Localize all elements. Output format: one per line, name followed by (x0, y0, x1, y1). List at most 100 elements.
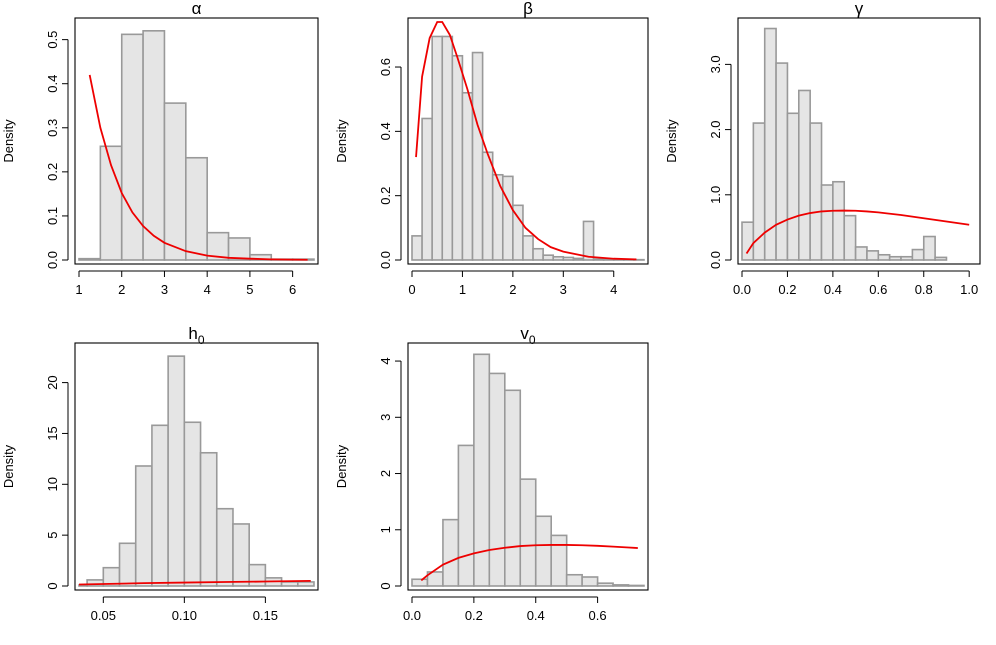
histogram-bar (185, 156, 208, 261)
histogram-bar (488, 372, 506, 587)
histogram-bar (922, 235, 936, 261)
histogram-bar (522, 235, 534, 261)
histogram-bar (280, 581, 299, 587)
panel-title-symbol: v (520, 324, 529, 343)
density-curve (420, 544, 638, 582)
panel-title-symbol: β (523, 0, 533, 18)
histogram-bar (572, 257, 585, 261)
histogram-bar (888, 255, 902, 261)
x-tick-label: 6 (289, 282, 296, 297)
density-curve (88, 74, 308, 261)
histogram-bar (809, 122, 823, 261)
y-axis-label: Density (1, 444, 16, 488)
panel-title: v0 (520, 324, 536, 347)
x-tick-label: 0.0 (733, 282, 751, 297)
panel-title: β (523, 0, 533, 18)
histogram-bar (142, 30, 166, 261)
y-tick-label: 0.3 (45, 119, 60, 137)
plot-frame (407, 342, 649, 591)
histogram-bar (431, 35, 444, 261)
x-tick-label: 0 (408, 282, 415, 297)
histogram-bar (592, 258, 605, 261)
histogram-bar (481, 151, 494, 261)
histogram-bar (78, 257, 102, 261)
histogram-bar (877, 253, 891, 261)
histogram-bar (134, 465, 153, 587)
panel-title-symbol: α (192, 0, 202, 18)
y-axis-label: Density (1, 119, 16, 163)
histogram-bar (248, 563, 267, 587)
histogram-bar (797, 89, 811, 261)
x-tick-label: 4 (610, 282, 617, 297)
histogram-bar (775, 62, 789, 261)
y-tick-label: 0.6 (378, 58, 393, 76)
y-axis-label: Density (334, 444, 349, 488)
x-tick-label: 5 (246, 282, 253, 297)
x-tick-label: 1.0 (960, 282, 978, 297)
histogram-bar (900, 255, 914, 261)
x-tick-label: 0.15 (253, 608, 278, 623)
histogram-bar (421, 117, 433, 261)
x-tick-label: 3 (161, 282, 168, 297)
x-tick-label: 0.4 (824, 282, 842, 297)
y-tick-label: 0.0 (45, 251, 60, 269)
y-tick-label: 0.0 (708, 251, 723, 269)
panel-1: 1 2 3 4 5 6 0.0 0.1 0.2 0.3 0.4 0.5 Density α (1, 0, 319, 297)
histogram-bar (512, 204, 524, 261)
y-tick-label: 15 (45, 426, 60, 440)
y-tick-label: 2 (378, 470, 393, 477)
plot-frame (407, 17, 649, 265)
histogram-bar (461, 91, 474, 261)
histogram-bar (934, 256, 948, 261)
y-tick-label: 3 (378, 414, 393, 421)
density-curve (78, 580, 311, 586)
histogram-bar (832, 180, 846, 261)
histogram-bar (441, 35, 454, 261)
histogram-bar (167, 355, 186, 587)
x-tick-label: 2 (118, 282, 125, 297)
panel-title-subscript: 0 (529, 333, 536, 347)
histogram-bar (741, 221, 755, 261)
histogram-bar (820, 184, 834, 261)
density-curve (415, 21, 637, 261)
x-tick-label: 0.8 (915, 282, 933, 297)
histogram-bar (627, 584, 645, 587)
histogram-bar (582, 220, 595, 261)
y-tick-label: 4 (378, 357, 393, 364)
panel-title: α (192, 0, 202, 18)
plot-frame (74, 17, 319, 265)
x-tick-label: 1 (75, 282, 82, 297)
histogram-bar (752, 122, 766, 261)
plot-frame (737, 17, 981, 265)
y-tick-label: 1.0 (708, 186, 723, 204)
panel-3: 0.0 0.2 0.4 0.6 0.8 1.0 0.0 1.0 2.0 3.0 Density γ (664, 0, 981, 297)
histogram-bar (451, 54, 464, 261)
histogram-bar (596, 582, 614, 587)
histogram-bar (457, 444, 475, 587)
y-axis-label: Density (334, 119, 349, 163)
histogram-bar (911, 248, 925, 261)
histogram-bar (854, 246, 868, 261)
y-tick-label: 0.0 (378, 251, 393, 269)
x-tick-label: 0.05 (91, 608, 116, 623)
x-tick-label: 0.6 (589, 608, 607, 623)
y-tick-label: 2.0 (708, 121, 723, 139)
x-tick-label: 0.2 (778, 282, 796, 297)
histogram-bar (411, 578, 429, 587)
x-tick-label: 3 (560, 282, 567, 297)
y-tick-label: 0 (378, 582, 393, 589)
histogram-bar (503, 389, 522, 587)
histogram-bar (151, 424, 169, 587)
panel-title: h0 (188, 324, 204, 347)
histogram-bar (411, 235, 423, 261)
histogram-bar (501, 175, 514, 261)
histogram-bar (249, 253, 273, 261)
y-axis-label: Density (664, 119, 679, 163)
x-tick-label: 0.10 (172, 608, 197, 623)
histogram-bar (519, 478, 537, 587)
y-tick-label: 0.1 (45, 207, 60, 225)
y-tick-label: 3.0 (708, 55, 723, 73)
panel-title-symbol: h (188, 324, 197, 343)
histogram-bar (542, 254, 555, 261)
